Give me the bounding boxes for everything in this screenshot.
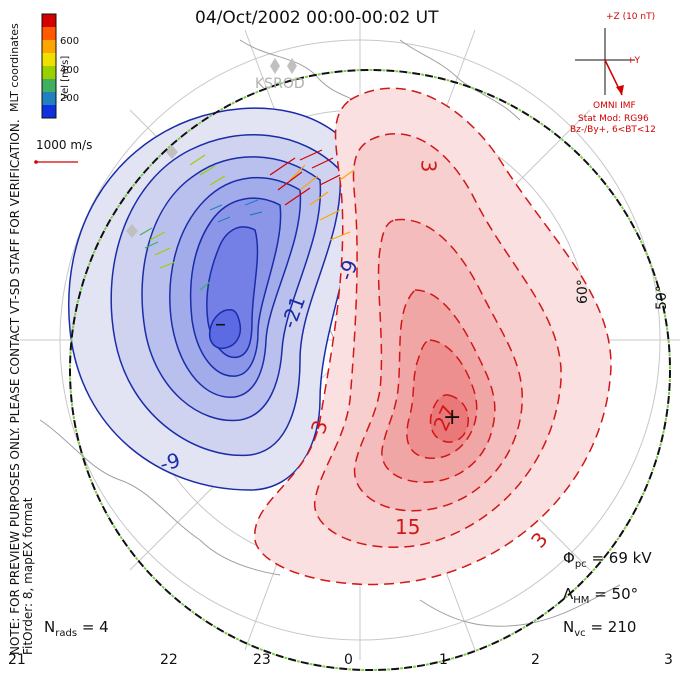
colorbar-segment xyxy=(42,53,56,67)
mlt-tick-23: 23 xyxy=(253,652,271,668)
imf-caption: OMNI IMF xyxy=(593,101,636,111)
map-title: 04/Oct/2002 00:00-00:02 UT xyxy=(195,8,439,28)
colorbar-segment xyxy=(42,40,56,54)
station-label: KSROD xyxy=(255,76,305,92)
colorbar-tick-400: 400 xyxy=(60,65,80,76)
lambda-hm-stat: ΛHM = 50° xyxy=(563,585,639,606)
colorbar-tick-600: 600 xyxy=(60,36,80,47)
phi-pc-value: = 69 kV xyxy=(591,549,652,567)
contour-label-pos-1: 3 xyxy=(416,159,441,173)
velocity-vectors xyxy=(139,149,355,291)
imf-model-line2: Bz-/By+, 6<BT<12 xyxy=(570,125,656,135)
colorbar-segment xyxy=(42,79,56,93)
colorbar-segment xyxy=(42,27,56,41)
imf-clock xyxy=(575,28,635,96)
phi-pc-stat: Φpc = 69 kV xyxy=(563,549,652,570)
fit-order-note: FitOrder: 8, mapEX format xyxy=(21,497,35,655)
imf-y-label: +Y xyxy=(627,56,641,66)
mlt-tick-0: 0 xyxy=(344,652,353,668)
latitude-label-50: 50° xyxy=(654,285,670,310)
colorbar-tick-200: 200 xyxy=(60,93,80,104)
contour-label-pos-3: 15 xyxy=(395,515,421,539)
hm-boundary xyxy=(69,69,671,671)
coordinate-label: MLT coordinates xyxy=(8,23,21,112)
latitude-label-60: 60° xyxy=(575,279,591,304)
n-rads-stat: Nrads = 4 xyxy=(44,618,109,639)
mlt-tick-1: 1 xyxy=(439,652,448,668)
vector-scale-label: 1000 m/s xyxy=(36,138,93,152)
n-rads-value: = 4 xyxy=(81,618,109,636)
radar-stations xyxy=(126,58,297,238)
imf-scale-label: +Z (10 nT) xyxy=(606,12,656,22)
colorbar-segment xyxy=(42,66,56,80)
mlt-tick-22: 22 xyxy=(160,652,178,668)
colorbar-segment xyxy=(42,14,56,28)
lambda-hm-value: = 50° xyxy=(594,585,639,603)
mlt-tick-3: 3 xyxy=(664,652,673,668)
preview-note: NOTE: FOR PREVIEW PURPOSES ONLY. PLEASE … xyxy=(8,119,22,655)
colorbar-segment xyxy=(42,92,56,106)
mlt-tick-2: 2 xyxy=(531,652,540,668)
n-vc-value: = 210 xyxy=(590,618,637,636)
positive-cell xyxy=(254,87,612,586)
colorbar xyxy=(41,13,57,119)
potential-minimum-marker: – xyxy=(215,312,226,337)
colorbar-segment xyxy=(42,105,56,119)
potential-maximum-marker: + xyxy=(443,405,462,430)
vector-scale xyxy=(34,160,78,164)
imf-model-line1: Stat Mod: RG96 xyxy=(578,114,649,124)
mlt-tick-21: 21 xyxy=(8,652,26,668)
colorbar-frame xyxy=(41,13,57,119)
n-vc-stat: Nvc = 210 xyxy=(563,618,637,639)
